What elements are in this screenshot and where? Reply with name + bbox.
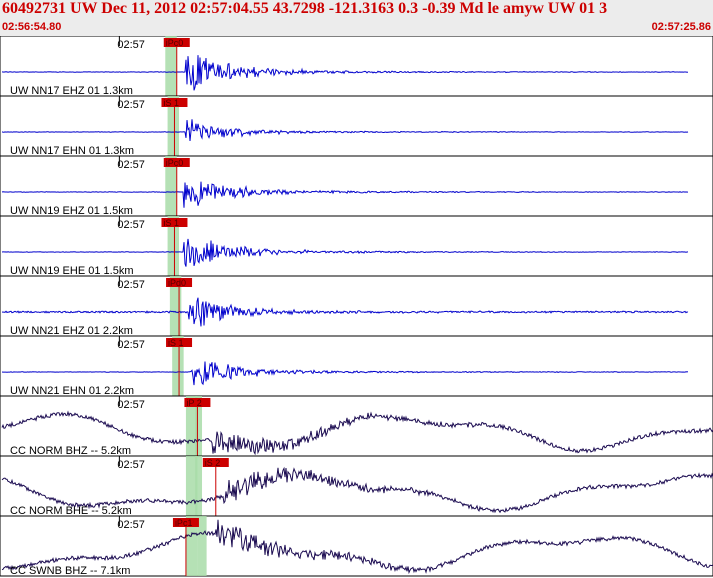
event-header: 60492731 UW Dec 11, 2012 02:57:04.55 43.… [0, 0, 713, 36]
channel-label: CC SWNB BHZ -- 7.1km [10, 565, 130, 577]
analysis-window [167, 96, 180, 156]
channel-label: UW NN21 EHZ 01 2.2km [10, 325, 133, 337]
pick-label: iP 2 [186, 398, 201, 408]
time-tick-label: 02:57 [117, 279, 145, 291]
analysis-window [185, 456, 198, 516]
analysis-window [195, 396, 203, 456]
pick-label: iS 1 [163, 218, 179, 228]
pick-label: iPc0 [166, 158, 184, 168]
pick-flag [163, 38, 190, 47]
analysis-window [172, 336, 184, 396]
waveform-trace [1, 181, 689, 208]
analysis-window [165, 36, 177, 96]
channel-label: CC NORM BHZ -- 5.2km [10, 445, 131, 457]
pick-flag [184, 398, 211, 407]
analysis-window [195, 456, 203, 516]
waveform-trace [1, 238, 689, 267]
analysis-window [165, 156, 177, 216]
seismogram-plot: 02:57 iPc0 UW NN17 EHZ 01 1.3km 02:57 iS 1 UW… [0, 36, 713, 577]
pick-flag [163, 158, 190, 167]
channel-panel [0, 395, 713, 457]
waveform-trace [1, 361, 689, 386]
pick-flag [161, 218, 188, 227]
channel-panel [0, 95, 713, 157]
start-time: 02:56:54.80 [2, 21, 62, 33]
pick-flag [166, 338, 193, 347]
time-tick-label: 02:57 [117, 39, 145, 51]
time-tick-label: 02:57 [117, 339, 145, 351]
pick-label: iPc1 [175, 518, 193, 528]
pick-flag [161, 98, 188, 107]
channel-label: CC NORM BHE -- 5.2km [10, 505, 132, 517]
waveform-trace [1, 55, 689, 91]
channel-label: UW NN21 EHN 01 2.2km [10, 385, 134, 397]
time-tick-label: 02:57 [117, 219, 145, 231]
pick-label: iPc0 [166, 38, 184, 48]
analysis-window [169, 276, 182, 336]
waveform-trace [1, 119, 689, 141]
channel-label: UW NN17 EHZ 01 1.3km [10, 85, 133, 97]
channel-panel [0, 155, 713, 217]
analysis-window [185, 396, 198, 456]
waveform-trace [1, 519, 713, 575]
analysis-window [185, 516, 198, 576]
pick-label: iS 1 [163, 98, 179, 108]
channel-panel [0, 215, 713, 277]
time-tick-label: 02:57 [117, 519, 145, 531]
pick-flag [202, 458, 229, 467]
pick-label: iPd0 [168, 278, 186, 288]
pick-label: iS 2 [205, 458, 221, 468]
time-tick-label: 02:57 [117, 99, 145, 111]
pick-flag [172, 518, 199, 527]
analysis-window [167, 216, 180, 276]
pick-flag [166, 278, 193, 287]
event-title: 60492731 UW Dec 11, 2012 02:57:04.55 43.… [2, 0, 608, 17]
pick-label: iS 1 [168, 338, 184, 348]
channel-label: UW NN19 EHE 01 1.5km [10, 265, 133, 277]
analysis-window [197, 516, 207, 576]
waveform-trace [1, 466, 713, 514]
channel-panel [0, 335, 713, 397]
end-time: 02:57:25.86 [651, 21, 711, 33]
time-tick-label: 02:57 [117, 159, 145, 171]
channel-label: UW NN17 EHN 01 1.3km [10, 145, 134, 157]
waveform-trace [1, 297, 689, 327]
time-tick-label: 02:57 [117, 459, 145, 471]
channel-panel [0, 455, 713, 517]
channel-panel [0, 515, 713, 577]
waveform-trace [1, 410, 713, 456]
time-tick-label: 02:57 [117, 399, 145, 411]
channel-label: UW NN19 EHZ 01 1.5km [10, 205, 133, 217]
